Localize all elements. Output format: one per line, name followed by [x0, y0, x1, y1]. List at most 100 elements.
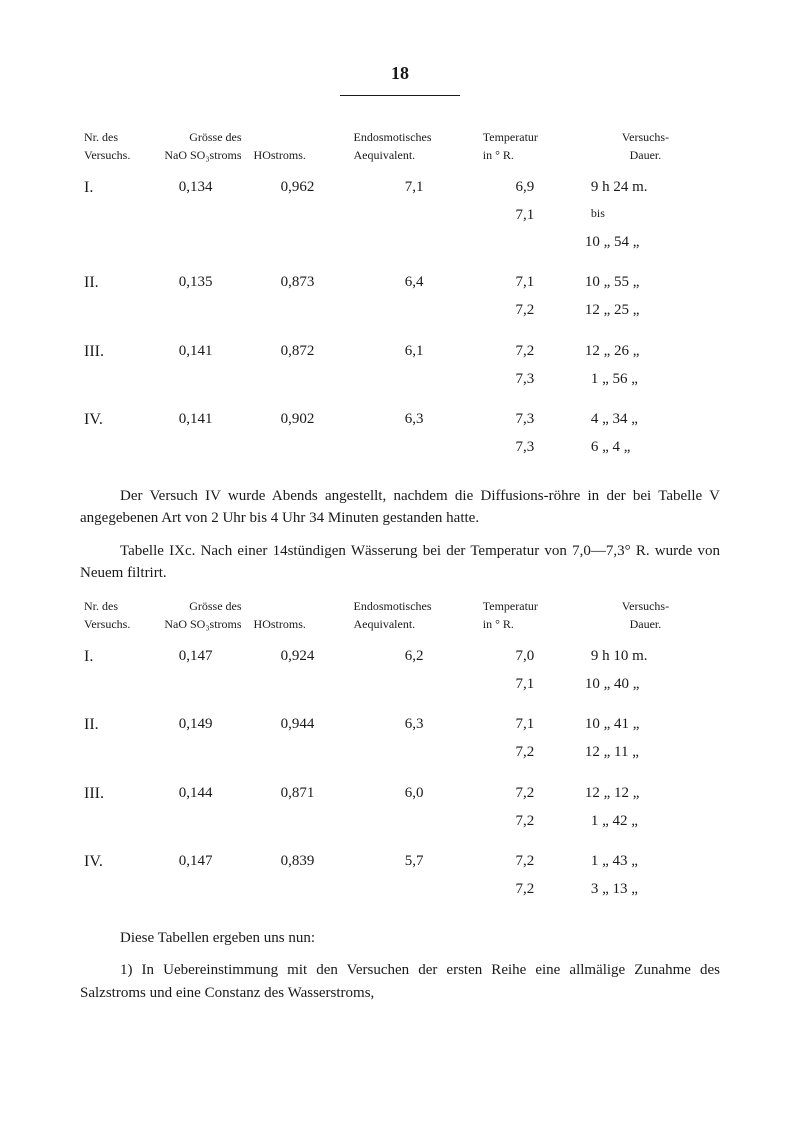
paragraph-2: Tabelle IXc. Nach einer 14stündigen Wäss… [80, 540, 720, 585]
cell: 0,872 [246, 338, 350, 366]
cell: 0,141 [146, 338, 246, 366]
cell: 6,0 [350, 780, 479, 808]
header-groesse: Grösse desNaO SO₃stroms [146, 126, 246, 174]
cell: 10 „ 40 „ [571, 671, 720, 698]
cell: 1 „ 56 „ [571, 366, 720, 393]
cell: 10 „ 41 „ [571, 711, 720, 739]
table-row: 7,3 1 „ 56 „ [80, 366, 720, 393]
cell: 0,873 [246, 269, 350, 297]
header-temp: Temperaturin ° R. [479, 595, 571, 643]
cell: 7,2 [479, 848, 571, 876]
cell: 6 „ 4 „ [571, 434, 720, 461]
header-nr: Nr. desVersuchs. [80, 126, 146, 174]
table-row: III. 0,144 0,871 6,0 7,2 12 „ 12 „ [80, 780, 720, 808]
header-groesse: Grösse desNaO SO₃stroms [146, 595, 246, 643]
table-1: Nr. desVersuchs. Grösse desNaO SO₃stroms… [80, 126, 720, 461]
cell: 0,871 [246, 780, 350, 808]
header-nr: Nr. desVersuchs. [80, 595, 146, 643]
header-dauer: Versuchs-Dauer. [571, 126, 720, 174]
cell: 7,2 [479, 739, 571, 766]
cell: 1 „ 43 „ [571, 848, 720, 876]
row-num: IV. [80, 406, 146, 434]
row-num: II. [80, 711, 146, 739]
paragraph-4: 1) In Uebereinstimmung mit den Versuchen… [80, 959, 720, 1004]
header-hostroms: HOstroms. [246, 595, 350, 643]
cell: 10 „ 54 „ [571, 229, 720, 256]
cell: 0,839 [246, 848, 350, 876]
page-number: 18 [80, 60, 720, 87]
table-row: 7,2 1 „ 42 „ [80, 808, 720, 835]
table-row: II. 0,149 0,944 6,3 7,1 10 „ 41 „ [80, 711, 720, 739]
cell: 1 „ 42 „ [571, 808, 720, 835]
row-num: I. [80, 174, 146, 202]
cell: 7,1 [479, 269, 571, 297]
row-num: III. [80, 780, 146, 808]
table-row: 7,1 bis [80, 202, 720, 229]
cell: 7,2 [479, 780, 571, 808]
cell: 10 „ 55 „ [571, 269, 720, 297]
cell: 6,4 [350, 269, 479, 297]
row-num: I. [80, 643, 146, 671]
table-row: 7,1 10 „ 40 „ [80, 671, 720, 698]
cell: 0,924 [246, 643, 350, 671]
page-rule [340, 95, 460, 96]
header-endosm: EndosmotischesAequivalent. [350, 126, 479, 174]
cell: 7,3 [479, 434, 571, 461]
cell: 6,2 [350, 643, 479, 671]
cell: 0,147 [146, 848, 246, 876]
table-row: 7,2 3 „ 13 „ [80, 876, 720, 903]
header-temp: Temperaturin ° R. [479, 126, 571, 174]
cell: 12 „ 26 „ [571, 338, 720, 366]
cell: 0,141 [146, 406, 246, 434]
table-row: I. 0,134 0,962 7,1 6,9 9 h 24 m. [80, 174, 720, 202]
table-row: 10 „ 54 „ [80, 229, 720, 256]
cell: 4 „ 34 „ [571, 406, 720, 434]
header-endosm: EndosmotischesAequivalent. [350, 595, 479, 643]
cell: 7,1 [479, 711, 571, 739]
table-row: IV. 0,141 0,902 6,3 7,3 4 „ 34 „ [80, 406, 720, 434]
row-num: IV. [80, 848, 146, 876]
cell: 0,134 [146, 174, 246, 202]
cell: 0,144 [146, 780, 246, 808]
cell: bis [571, 202, 720, 229]
cell: 7,2 [479, 297, 571, 324]
cell: 0,147 [146, 643, 246, 671]
table-2: Nr. desVersuchs. Grösse desNaO SO₃stroms… [80, 595, 720, 903]
cell: 9 h 24 m. [571, 174, 720, 202]
cell: 7,2 [479, 876, 571, 903]
cell: 7,1 [350, 174, 479, 202]
table-row: I. 0,147 0,924 6,2 7,0 9 h 10 m. [80, 643, 720, 671]
cell: 7,0 [479, 643, 571, 671]
cell: 7,2 [479, 808, 571, 835]
cell: 9 h 10 m. [571, 643, 720, 671]
cell: 6,1 [350, 338, 479, 366]
cell: 12 „ 11 „ [571, 739, 720, 766]
cell: 0,962 [246, 174, 350, 202]
header-hostroms: HOstroms. [246, 126, 350, 174]
header-dauer: Versuchs-Dauer. [571, 595, 720, 643]
cell: 0,902 [246, 406, 350, 434]
cell: 7,1 [479, 202, 571, 229]
cell: 6,3 [350, 711, 479, 739]
cell: 7,1 [479, 671, 571, 698]
table-row: 7,3 6 „ 4 „ [80, 434, 720, 461]
cell: 0,149 [146, 711, 246, 739]
table-row: IV. 0,147 0,839 5,7 7,2 1 „ 43 „ [80, 848, 720, 876]
cell: 6,9 [479, 174, 571, 202]
row-num: III. [80, 338, 146, 366]
table-2-header: Nr. desVersuchs. Grösse desNaO SO₃stroms… [80, 595, 720, 643]
table-row: III. 0,141 0,872 6,1 7,2 12 „ 26 „ [80, 338, 720, 366]
cell: 7,3 [479, 406, 571, 434]
cell: 0,135 [146, 269, 246, 297]
cell: 12 „ 25 „ [571, 297, 720, 324]
cell: 3 „ 13 „ [571, 876, 720, 903]
paragraph-1: Der Versuch IV wurde Abends angestellt, … [80, 485, 720, 530]
cell: 7,2 [479, 338, 571, 366]
table-1-header: Nr. desVersuchs. Grösse desNaO SO₃stroms… [80, 126, 720, 174]
cell: 0,944 [246, 711, 350, 739]
cell: 6,3 [350, 406, 479, 434]
table-row: 7,2 12 „ 25 „ [80, 297, 720, 324]
cell: 12 „ 12 „ [571, 780, 720, 808]
paragraph-3: Diese Tabellen ergeben uns nun: [80, 927, 720, 950]
row-num: II. [80, 269, 146, 297]
